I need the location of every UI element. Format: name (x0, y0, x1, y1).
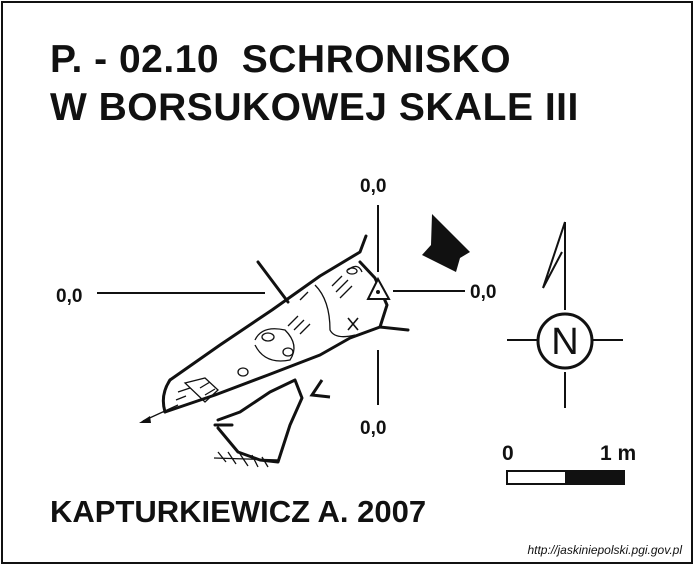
cross-marker-icon (347, 317, 359, 331)
datum-label-right: 0,0 (470, 282, 496, 303)
survey-station-icon (366, 276, 391, 300)
cave-wall-stub (256, 260, 290, 304)
continuation-arrow-icon (309, 379, 331, 399)
map-title: P. - 02.10 SCHRONISKO W BORSUKOWEJ SKALE… (50, 36, 579, 132)
cave-end-left (161, 378, 172, 414)
datum-lines (97, 205, 465, 405)
scale-bar-end-label: 1 m (600, 442, 636, 465)
passage-arrow-icon (139, 404, 179, 423)
cave-wall-upper (168, 234, 368, 382)
scale-bar-black-segment (565, 470, 625, 485)
map-title-line-2: W BORSUKOWEJ SKALE III (50, 86, 579, 129)
source-url: http://jaskiniepolski.pgi.gov.pl (527, 543, 682, 557)
north-arrow-icon (507, 221, 623, 408)
north-label: N (551, 321, 578, 363)
entrance-arrow-icon (422, 214, 470, 272)
cave-outline (161, 234, 410, 464)
scale-bar-start-label: 0 (502, 442, 514, 465)
scale-bar (506, 470, 625, 485)
cave-interior-details (175, 265, 363, 468)
scale-bar-white-segment (506, 470, 567, 485)
datum-label-top: 0,0 (360, 176, 386, 197)
datum-label-bottom: 0,0 (360, 418, 386, 439)
map-title-line-1: P. - 02.10 SCHRONISKO (50, 38, 512, 81)
cave-side-branch (216, 378, 304, 464)
author-credit: KAPTURKIEWICZ A. 2007 (50, 494, 427, 529)
datum-label-left: 0,0 (56, 286, 82, 307)
